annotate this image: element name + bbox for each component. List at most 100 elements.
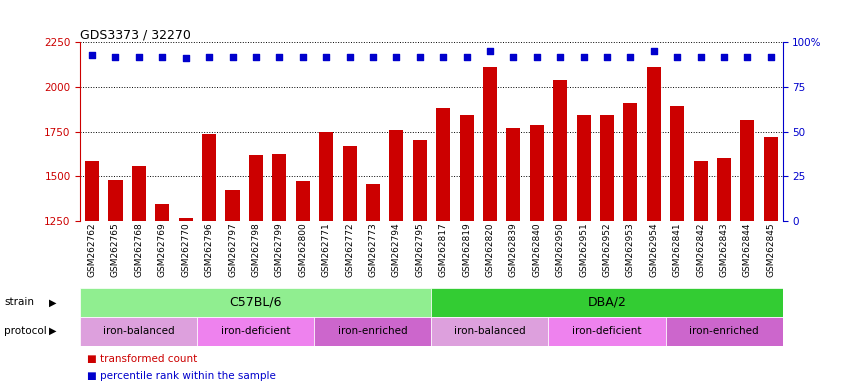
Bar	[624, 103, 637, 384]
Point	[624, 53, 637, 60]
Text: GSM262773: GSM262773	[369, 222, 377, 277]
Text: iron-balanced: iron-balanced	[103, 326, 174, 336]
Point	[366, 53, 380, 60]
Bar	[431, 288, 783, 317]
Bar	[507, 128, 520, 384]
Text: iron-enriched: iron-enriched	[338, 326, 408, 336]
Text: C57BL/6: C57BL/6	[229, 296, 283, 309]
Point	[132, 53, 146, 60]
Bar	[666, 317, 783, 346]
Bar	[459, 116, 474, 384]
Bar	[315, 317, 431, 346]
Text: GSM262769: GSM262769	[158, 222, 167, 277]
Text: GSM262840: GSM262840	[532, 222, 541, 277]
Point	[507, 53, 520, 60]
Point	[741, 53, 755, 60]
Point	[156, 53, 169, 60]
Text: GSM262820: GSM262820	[486, 222, 494, 277]
Text: GSM262845: GSM262845	[766, 222, 775, 277]
Text: GSM262795: GSM262795	[415, 222, 424, 277]
Bar	[156, 204, 169, 384]
Point	[272, 53, 286, 60]
Bar	[577, 114, 591, 384]
Bar	[226, 190, 239, 384]
Text: strain: strain	[4, 297, 34, 308]
Text: ■ percentile rank within the sample: ■ percentile rank within the sample	[87, 371, 277, 381]
Text: protocol: protocol	[4, 326, 47, 336]
Bar	[366, 184, 380, 384]
Text: GSM262765: GSM262765	[111, 222, 120, 277]
Text: GDS3373 / 32270: GDS3373 / 32270	[80, 28, 191, 41]
Bar	[548, 317, 666, 346]
Text: ▶: ▶	[49, 326, 57, 336]
Text: ■ transformed count: ■ transformed count	[87, 354, 198, 364]
Bar	[764, 137, 777, 384]
Bar	[553, 80, 567, 384]
Point	[296, 53, 310, 60]
Text: GSM262839: GSM262839	[509, 222, 518, 277]
Bar	[319, 131, 333, 384]
Text: GSM262951: GSM262951	[580, 222, 588, 277]
Point	[389, 53, 404, 60]
Bar	[249, 155, 263, 384]
Bar	[600, 114, 614, 384]
Bar	[85, 161, 99, 384]
Text: GSM262762: GSM262762	[88, 222, 96, 277]
Text: GSM262800: GSM262800	[299, 222, 307, 277]
Point	[647, 48, 661, 54]
Point	[530, 53, 544, 60]
Text: ▶: ▶	[49, 297, 57, 308]
Bar	[343, 146, 356, 384]
Point	[413, 53, 426, 60]
Point	[108, 53, 123, 60]
Text: GSM262844: GSM262844	[743, 222, 752, 276]
Text: GSM262799: GSM262799	[275, 222, 283, 277]
Text: iron-deficient: iron-deficient	[221, 326, 291, 336]
Text: GSM262952: GSM262952	[602, 222, 612, 277]
Text: GSM262841: GSM262841	[673, 222, 682, 277]
Text: GSM262842: GSM262842	[696, 222, 705, 276]
Point	[320, 53, 333, 60]
Bar	[296, 180, 310, 384]
Bar	[413, 141, 426, 384]
Text: GSM262950: GSM262950	[556, 222, 564, 277]
Text: GSM262817: GSM262817	[439, 222, 448, 277]
Point	[577, 53, 591, 60]
Point	[226, 53, 239, 60]
Bar	[80, 317, 197, 346]
Point	[483, 48, 497, 54]
Bar	[132, 166, 146, 384]
Text: GSM262954: GSM262954	[650, 222, 658, 277]
Text: iron-enriched: iron-enriched	[689, 326, 759, 336]
Text: iron-balanced: iron-balanced	[454, 326, 525, 336]
Bar	[389, 130, 404, 384]
Point	[670, 53, 684, 60]
Text: GSM262770: GSM262770	[181, 222, 190, 277]
Bar	[647, 67, 661, 384]
Text: GSM262798: GSM262798	[251, 222, 261, 277]
Bar	[108, 180, 123, 384]
Bar	[431, 317, 548, 346]
Bar	[530, 125, 544, 384]
Point	[343, 53, 356, 60]
Bar	[670, 106, 684, 384]
Text: GSM262819: GSM262819	[462, 222, 471, 277]
Bar	[437, 108, 450, 384]
Text: GSM262768: GSM262768	[135, 222, 143, 277]
Bar	[202, 134, 216, 384]
Text: GSM262796: GSM262796	[205, 222, 213, 277]
Point	[437, 53, 450, 60]
Bar	[694, 161, 707, 384]
Point	[694, 53, 707, 60]
Point	[202, 53, 216, 60]
Point	[717, 53, 731, 60]
Point	[250, 53, 263, 60]
Bar	[717, 158, 731, 384]
Text: GSM262772: GSM262772	[345, 222, 354, 277]
Text: GSM262843: GSM262843	[720, 222, 728, 277]
Bar	[483, 67, 497, 384]
Bar	[80, 288, 431, 317]
Text: GSM262771: GSM262771	[321, 222, 331, 277]
Text: DBA/2: DBA/2	[588, 296, 626, 309]
Point	[460, 53, 474, 60]
